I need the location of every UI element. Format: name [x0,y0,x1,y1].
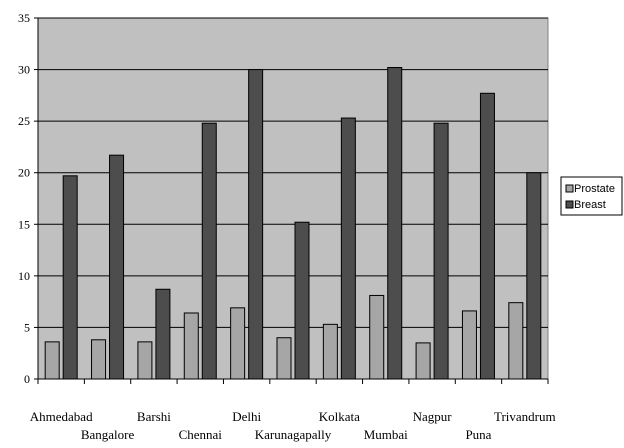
x-tick-label: Chennai [179,427,223,442]
x-tick-label: Delhi [232,409,261,424]
bar-prostate-mumbai [369,294,385,380]
x-tick-label: Nagpur [413,409,453,424]
y-tick-label: 35 [18,11,30,25]
bar-breast-mumbai [387,67,403,380]
bar-prostate-kolkata [322,323,338,380]
bar-breast-ahmedabad [62,175,78,380]
bar-breast-barshi [155,288,171,380]
x-tick-label: Trivandrum [494,409,556,424]
y-tick-label: 10 [18,269,30,283]
bar-breast-trivandrum [526,172,542,380]
legend: Prostate Breast [560,176,623,216]
bar-prostate-puna [461,310,477,380]
x-tick-label: Kolkata [319,409,360,424]
y-tick-label: 5 [24,320,30,334]
x-tick-label: Barshi [137,409,171,424]
bar-breast-nagpur [433,122,449,380]
bar-breast-delhi [248,69,264,380]
x-tick-label: Karunagapally [255,427,332,442]
bar-prostate-chennai [183,312,199,380]
x-tick-label: Bangalore [81,427,135,442]
bar-prostate-nagpur [415,342,431,380]
bar-prostate-delhi [230,307,246,380]
legend-label-prostate: Prostate [574,183,615,195]
legend-box [560,176,623,216]
legend-swatch-prostate [565,184,574,193]
y-tick-label: 0 [24,372,30,386]
x-tick-label: Puna [465,427,491,442]
x-tick-label: Mumbai [364,427,408,442]
bar-breast-kolkata [340,117,356,380]
bar-prostate-ahmedabad [44,341,60,380]
bar-breast-bangalore [109,154,125,380]
bar-breast-chennai [201,122,217,380]
bars [44,67,542,380]
y-tick-label: 15 [18,217,30,231]
bar-prostate-barshi [137,341,153,380]
bar-prostate-trivandrum [508,302,524,380]
bar-breast-puna [479,92,495,380]
y-tick-label: 30 [18,63,30,77]
y-tick-label: 25 [18,114,30,128]
bar-prostate-bangalore [91,339,107,380]
legend-label-breast: Breast [574,199,606,211]
bar-prostate-karunagapally [276,337,292,380]
bar-breast-karunagapally [294,221,310,380]
y-tick-label: 20 [18,166,30,180]
x-tick-label: Ahmedabad [30,409,93,424]
legend-swatch-breast [565,200,574,209]
